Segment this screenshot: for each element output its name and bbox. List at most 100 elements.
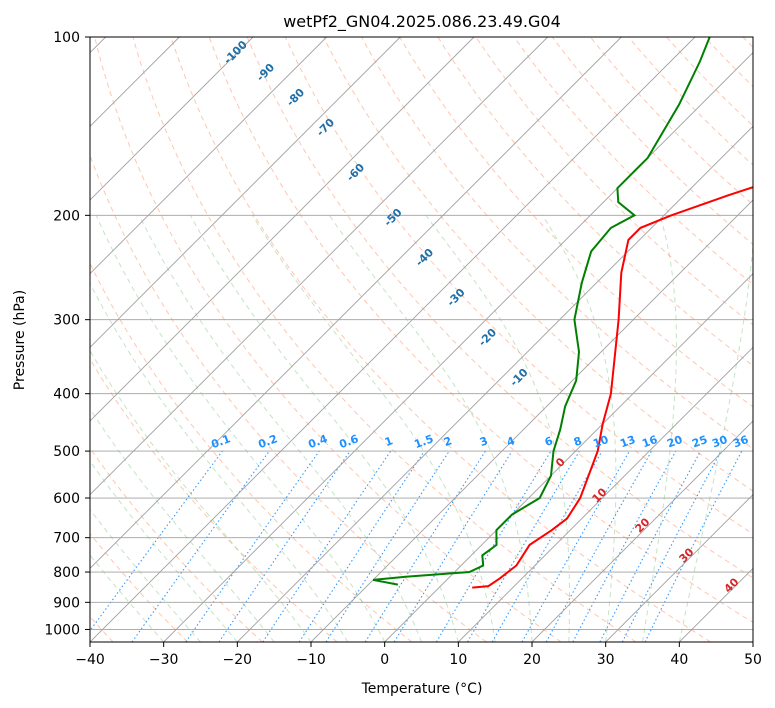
dry-adiabat-label: -30	[444, 286, 467, 309]
y-tick-label: 300	[53, 313, 80, 329]
dry-adiabat-line	[170, 37, 711, 642]
dry-adiabat-label: -80	[284, 86, 307, 109]
x-tick-label: −20	[223, 652, 253, 668]
mixing-ratio-label: 0.4	[306, 432, 329, 451]
moist-adiabat-line	[90, 554, 165, 642]
dry-adiabat-line	[399, 37, 753, 408]
isotherm-line	[90, 37, 622, 569]
mixing-ratio-line	[298, 450, 425, 642]
y-tick-label: 900	[53, 595, 80, 611]
mixing-ratio-label: 3	[478, 434, 490, 449]
dry-adiabat-line	[94, 37, 562, 642]
isotherm-line	[163, 52, 753, 642]
isotherm-line	[90, 37, 696, 642]
mixing-ratio-line	[393, 450, 513, 642]
mixing-ratio-label: 0.2	[256, 432, 279, 451]
moist-adiabat-line	[90, 408, 275, 642]
dry-adiabat-label: -70	[314, 116, 337, 139]
mixing-ratio-line	[545, 450, 653, 642]
dry-adiabat-line	[284, 37, 753, 535]
moist-adiabat-line	[95, 215, 386, 642]
mixing-ratio-line	[90, 450, 223, 632]
moist-adiabat-label: 30	[677, 545, 697, 565]
y-tick-label: 100	[53, 30, 80, 46]
dry-adiabat-line	[90, 358, 338, 642]
isotherm-line	[679, 567, 753, 642]
isotherm-line	[237, 125, 753, 642]
moist-adiabat-line	[90, 508, 201, 642]
mixing-ratio-line	[621, 450, 722, 642]
dry-adiabat-label: -20	[476, 326, 499, 349]
y-tick-label: 600	[53, 491, 80, 507]
y-tick-label: 200	[53, 208, 80, 224]
mixing-ratio-line	[521, 450, 630, 642]
x-tick-label: 30	[597, 652, 615, 668]
dry-adiabat-line	[475, 37, 753, 326]
dry-adiabat-line	[361, 37, 753, 450]
mixing-ratio-line	[262, 450, 392, 642]
mixing-ratio-line	[644, 450, 743, 642]
x-tick-label: 10	[449, 652, 467, 668]
moist-adiabat-line	[90, 460, 238, 642]
x-tick-label: −40	[75, 652, 105, 668]
dry-adiabat-line	[323, 37, 753, 492]
mixing-ratio-label: 16	[640, 433, 659, 451]
dry-adiabat-line	[90, 532, 189, 642]
mixing-ratio-label: 10	[591, 433, 610, 451]
x-tick-label: 50	[744, 652, 762, 668]
mixing-ratio-line	[185, 450, 320, 642]
moist-adiabat-label: 20	[633, 515, 653, 535]
dry-adiabat-line	[551, 37, 753, 245]
mixing-ratio-label: 0.6	[337, 432, 360, 451]
moist-adiabat-label: 0	[553, 455, 568, 470]
dry-adiabat-line	[208, 37, 753, 623]
dry-adiabat-label: -40	[413, 246, 436, 269]
isotherm-line	[90, 37, 548, 496]
moist-adiabat-line	[138, 215, 422, 642]
isotherm-line	[90, 37, 327, 275]
isotherm-line	[605, 494, 753, 642]
isotherm-line	[90, 37, 254, 201]
moist-adiabat-line	[189, 215, 459, 642]
mixing-ratio-label: 1.5	[412, 432, 435, 451]
y-tick-label: 1000	[44, 622, 80, 638]
dry-adiabat-line	[90, 447, 263, 642]
y-tick-label: 700	[53, 531, 80, 547]
mixing-ratio-line	[325, 450, 450, 642]
moist-adiabat-line	[678, 240, 753, 642]
moist-adiabat-line	[541, 215, 617, 642]
moist-adiabat-label: 10	[590, 485, 610, 505]
dry-adiabat-line	[704, 37, 753, 88]
isotherm-line	[310, 199, 753, 642]
dry-adiabat-line	[742, 37, 753, 49]
isotherm-line	[90, 37, 401, 348]
dry-adiabat-line	[246, 37, 753, 579]
dry-adiabat-line	[437, 37, 753, 367]
dry-adiabat-line	[513, 37, 753, 285]
mixing-ratio-line	[131, 450, 270, 642]
moist-adiabat-line	[90, 282, 349, 642]
x-tick-label: −10	[296, 652, 326, 668]
plot-content: -100-90-80-70-60-50-40-30-20-100.1 0.2 0.4…	[90, 37, 753, 642]
x-tick-label: 40	[670, 652, 688, 668]
mixing-ratio-label: 6	[543, 434, 555, 449]
mixing-ratio-line	[364, 450, 486, 642]
mixing-ratio-label: 20	[665, 433, 684, 451]
dry-adiabat-label: -50	[381, 206, 404, 229]
mixing-ratio-label: 25	[690, 433, 709, 450]
mixing-ratio-line	[218, 450, 351, 642]
mixing-ratio-line	[572, 450, 677, 642]
isotherm-line	[752, 641, 753, 642]
x-tick-label: −30	[149, 652, 179, 668]
mixing-ratio-label: 8	[572, 434, 584, 449]
mixing-ratio-label: 4	[505, 434, 517, 449]
y-axis-label: Pressure (hPa)	[12, 290, 28, 390]
isotherm-line	[531, 420, 753, 642]
x-axis-label: Temperature (°C)	[361, 681, 483, 697]
y-tick-label: 500	[53, 444, 80, 460]
x-tick-label: 0	[380, 652, 389, 668]
x-tick-label: 20	[523, 652, 541, 668]
dry-adiabat-line	[90, 262, 413, 642]
dry-adiabat-line	[132, 37, 637, 642]
